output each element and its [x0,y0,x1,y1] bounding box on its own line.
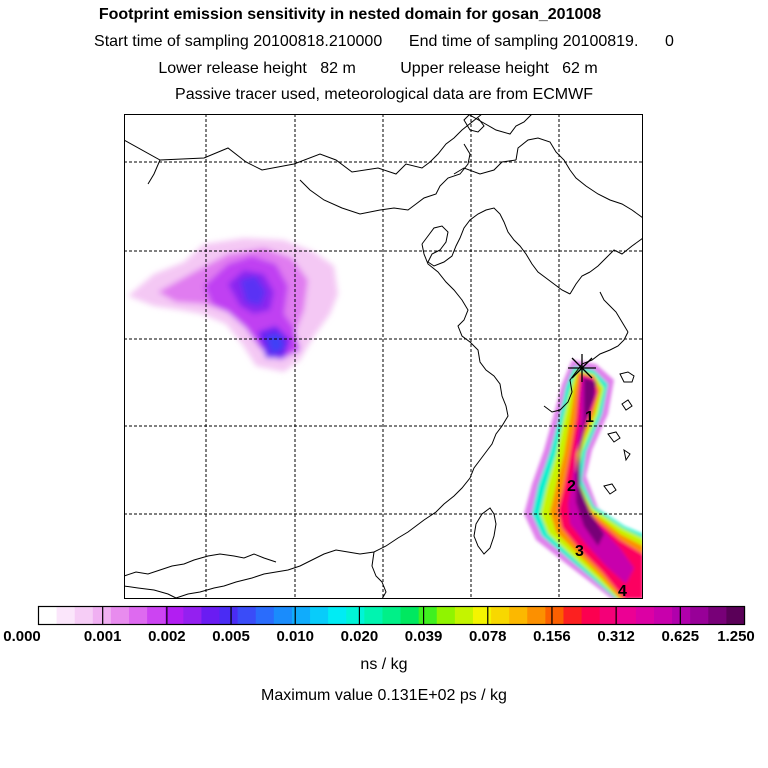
colorbar-cell [364,606,384,625]
colorbar-tick-labels: 0.000 0.001 0.002 0.005 0.010 0.020 0.039 0.078… [0,628,768,650]
colorbar-cell [726,606,746,625]
colorbar-cell [201,606,221,625]
colorbar-cell [110,606,130,625]
tracer-info-line: Passive tracer used, meteorological data… [175,86,593,103]
colorbar-cell [129,606,148,625]
colorbar-cell [346,606,365,625]
colorbar-cell [509,606,528,625]
colorbar-tick-label: 0.002 [148,628,186,645]
colorbar-cell [328,606,347,625]
sampling-time-line: Start time of sampling 20100818.210000 E… [94,33,674,50]
colorbar-cell [617,606,637,625]
colorbar-tick-label: 0.625 [661,628,700,645]
colorbar-cell [472,606,492,625]
colorbar-cell [56,606,76,625]
receptor-star-icon [568,354,596,382]
colorbar-tick-label: 1.250 [717,628,755,645]
trajectory-label-1: 1 [585,409,594,426]
colorbar-tick-label: 0.005 [212,628,250,645]
colorbar-cell [382,606,402,625]
colorbar [37,605,746,626]
colorbar-tick-label: 0.039 [404,628,443,645]
colorbar-tick-label: 0.000 [3,628,41,645]
trajectory-label-2: 2 [567,478,576,495]
trajectory-label-4: 4 [618,583,627,599]
colorbar-cell [653,606,673,625]
map-frame [124,114,643,599]
colorbar-tick-label: 0.001 [83,628,122,645]
colorbar-cell [38,606,58,625]
colorbar-units: ns / kg [360,656,408,673]
colorbar-cell [74,606,94,625]
colorbar-cell [672,606,691,625]
figure-title: Footprint emission sensitivity in nested… [98,6,602,23]
colorbar-tick-label: 0.312 [597,628,635,645]
colorbar-tick-label: 0.156 [533,628,571,645]
colorbar-tick-label: 0.078 [468,628,507,645]
colorbar-cell [255,606,275,625]
colorbar-cell [147,606,166,625]
inland-sensitivity-patch [128,238,338,372]
colorbar-cell [599,606,619,625]
colorbar-cell [237,606,257,625]
colorbar-cell [545,606,565,625]
colorbar-cell [219,606,239,625]
colorbar-cell [310,606,329,625]
colorbar-cell [400,606,420,625]
colorbar-cell [527,606,546,625]
colorbar-cell [708,606,727,625]
ocean-sensitivity-plume [524,360,643,599]
colorbar-cell [183,606,203,625]
colorbar-tick-label: 0.020 [340,628,379,645]
maximum-value-label: Maximum value 0.131E+02 ps / kg [261,687,507,704]
colorbar-cell [581,606,601,625]
colorbar-cell [418,606,438,625]
colorbar-cell [436,606,456,625]
colorbar-cell [291,606,311,625]
colorbar-cell [635,606,655,625]
colorbar-cell [454,606,474,625]
colorbar-cell [273,606,293,625]
colorbar-cell [165,606,184,625]
colorbar-cell [690,606,709,625]
trajectory-label-3: 3 [575,543,584,560]
colorbar-cell [491,606,510,625]
colorbar-tick-label: 0.010 [276,628,314,645]
footprint-map: 1 2 3 4 [124,114,643,599]
grid-lines [124,114,643,599]
release-height-line: Lower release height 82 m Upper release … [158,60,598,77]
colorbar-cell [563,606,583,625]
